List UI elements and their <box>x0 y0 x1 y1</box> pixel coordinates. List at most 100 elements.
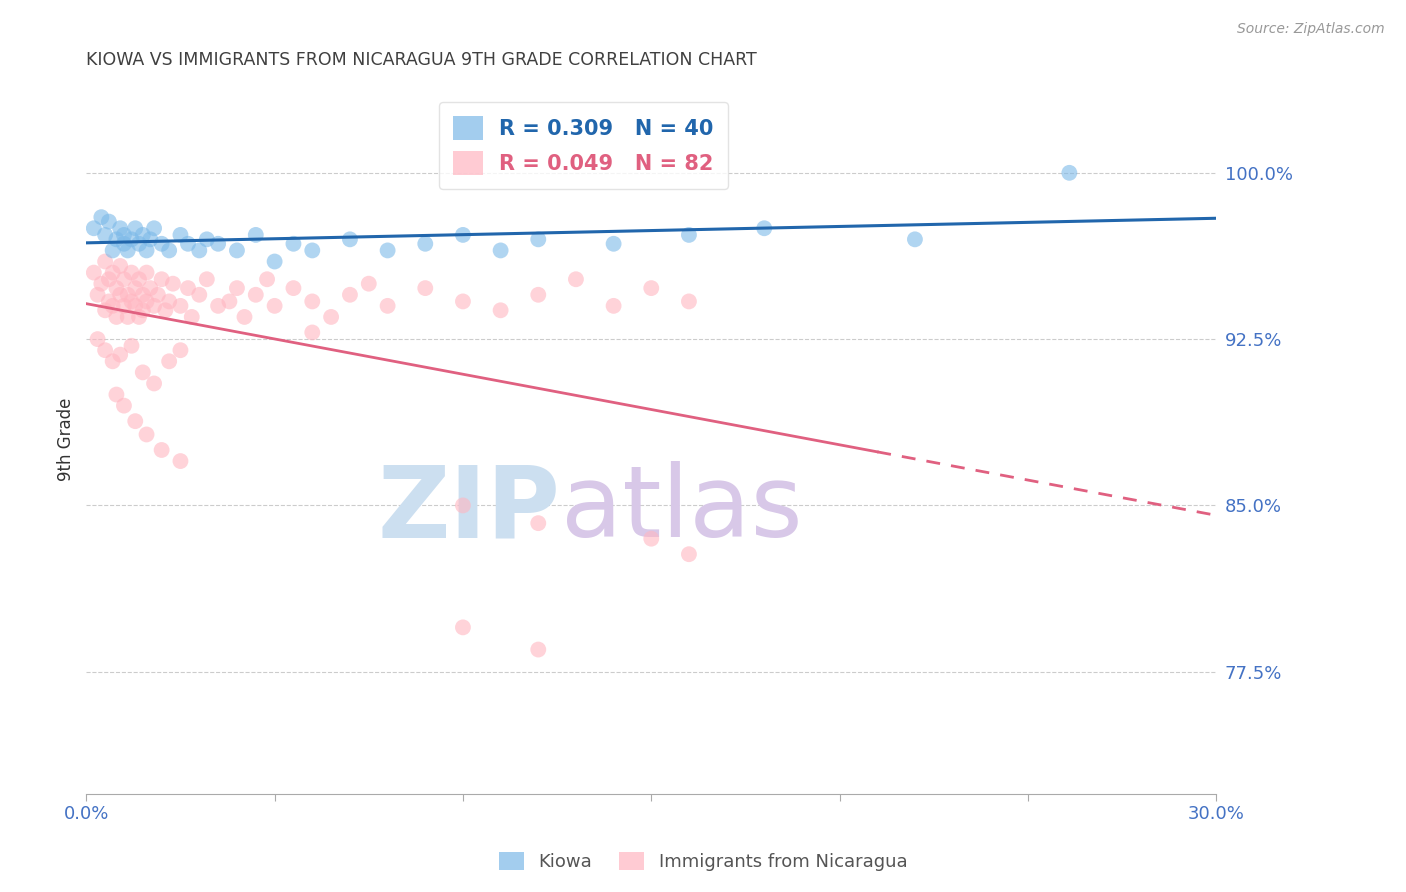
Point <box>105 310 128 324</box>
Point <box>128 272 150 286</box>
Point <box>155 303 177 318</box>
Point <box>108 287 131 301</box>
Point <box>150 442 173 457</box>
Point <box>117 310 139 324</box>
Point <box>101 266 124 280</box>
Point <box>97 294 120 309</box>
Point <box>169 299 191 313</box>
Point <box>112 236 135 251</box>
Point <box>112 299 135 313</box>
Point <box>413 236 436 251</box>
Point <box>357 277 380 291</box>
Point <box>83 221 105 235</box>
Point <box>94 303 117 318</box>
Point <box>263 254 285 268</box>
Point <box>180 310 202 324</box>
Point <box>283 236 305 251</box>
Point <box>527 516 550 531</box>
Point <box>94 227 117 242</box>
Point <box>195 272 218 286</box>
Point <box>489 244 512 258</box>
Point <box>527 287 550 301</box>
Point <box>157 244 180 258</box>
Point <box>413 281 436 295</box>
Point <box>301 294 323 309</box>
Point <box>226 244 249 258</box>
Point <box>678 547 700 561</box>
Point <box>112 227 135 242</box>
Point <box>157 354 180 368</box>
Point <box>245 227 267 242</box>
Point <box>640 281 662 295</box>
Point <box>527 642 550 657</box>
Point <box>124 299 146 313</box>
Point <box>451 499 474 513</box>
Point <box>105 387 128 401</box>
Point <box>108 259 131 273</box>
Point <box>169 454 191 468</box>
Point <box>112 272 135 286</box>
Legend: R = 0.309   N = 40, R = 0.049   N = 82: R = 0.309 N = 40, R = 0.049 N = 82 <box>439 102 728 189</box>
Point <box>602 299 624 313</box>
Point <box>904 232 927 246</box>
Point <box>377 299 399 313</box>
Point <box>339 287 361 301</box>
Point <box>489 303 512 318</box>
Text: Source: ZipAtlas.com: Source: ZipAtlas.com <box>1237 22 1385 37</box>
Point <box>143 376 166 391</box>
Point <box>226 281 249 295</box>
Point <box>86 287 108 301</box>
Point <box>105 232 128 246</box>
Point <box>135 427 157 442</box>
Point <box>177 236 200 251</box>
Point <box>94 254 117 268</box>
Point <box>97 272 120 286</box>
Point <box>218 294 240 309</box>
Point <box>301 326 323 340</box>
Point <box>157 294 180 309</box>
Point <box>451 227 474 242</box>
Point <box>754 221 776 235</box>
Point <box>339 232 361 246</box>
Point <box>117 244 139 258</box>
Text: atlas: atlas <box>561 461 803 558</box>
Point <box>101 354 124 368</box>
Legend: Kiowa, Immigrants from Nicaragua: Kiowa, Immigrants from Nicaragua <box>491 845 915 879</box>
Point <box>640 532 662 546</box>
Point <box>90 277 112 291</box>
Point <box>132 227 155 242</box>
Point <box>678 227 700 242</box>
Point <box>132 365 155 379</box>
Point <box>207 236 229 251</box>
Point <box>121 339 143 353</box>
Point <box>263 299 285 313</box>
Point <box>143 221 166 235</box>
Point <box>101 299 124 313</box>
Point <box>1059 166 1081 180</box>
Point <box>207 299 229 313</box>
Point <box>83 266 105 280</box>
Point <box>162 277 184 291</box>
Point <box>128 236 150 251</box>
Point <box>128 310 150 324</box>
Point <box>124 221 146 235</box>
Point <box>188 287 211 301</box>
Point <box>135 294 157 309</box>
Point <box>108 348 131 362</box>
Point <box>105 281 128 295</box>
Point <box>169 343 191 358</box>
Point <box>565 272 588 286</box>
Point <box>150 272 173 286</box>
Point <box>283 281 305 295</box>
Point <box>86 332 108 346</box>
Point <box>112 399 135 413</box>
Point <box>90 210 112 224</box>
Point <box>94 343 117 358</box>
Point <box>101 244 124 258</box>
Point <box>195 232 218 246</box>
Point <box>256 272 278 286</box>
Point <box>150 236 173 251</box>
Point <box>117 287 139 301</box>
Point <box>177 281 200 295</box>
Point <box>135 266 157 280</box>
